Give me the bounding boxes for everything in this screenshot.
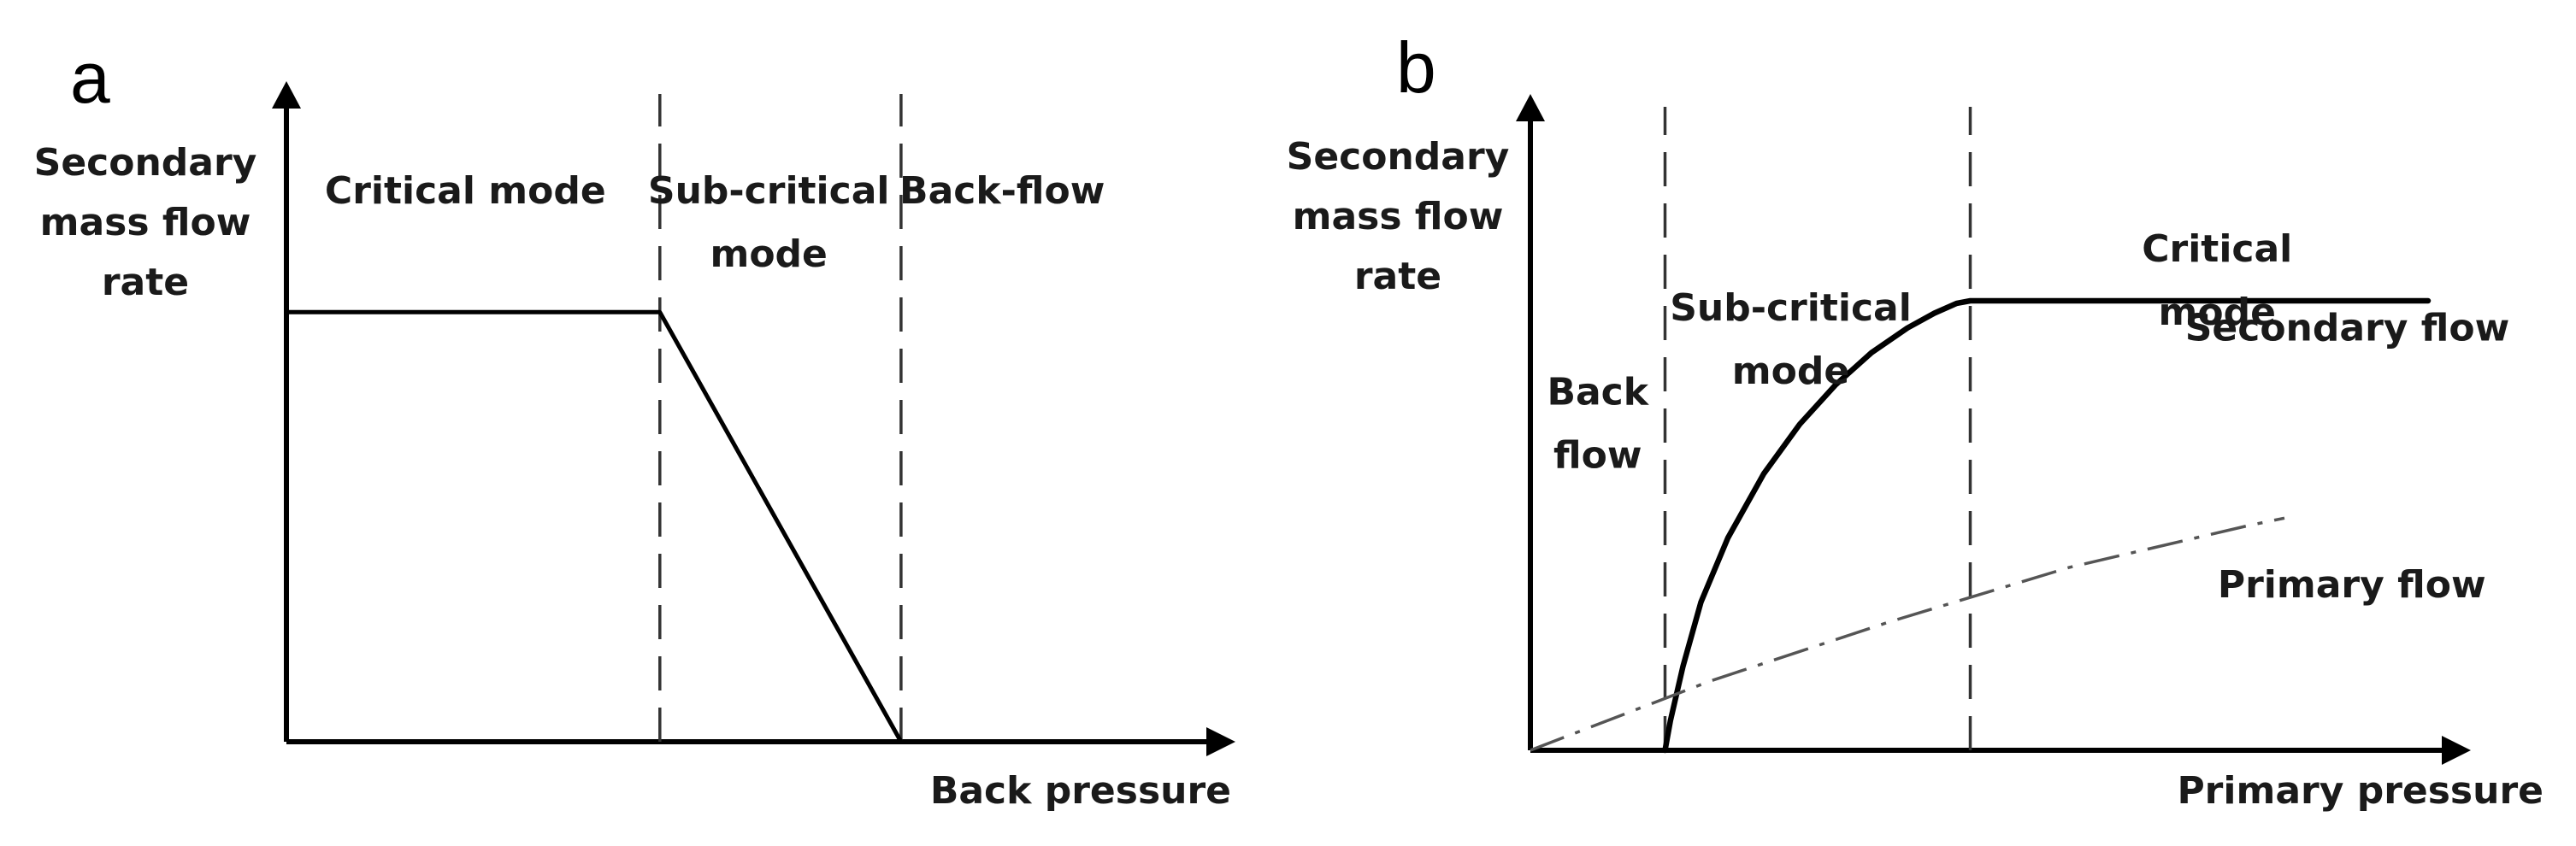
y-axis-label-line: Secondary bbox=[34, 141, 257, 185]
region-label-critical-mode: Critical mode bbox=[2142, 227, 2292, 334]
region-label-back-flow: Back flow bbox=[1547, 370, 1649, 477]
region-label-line: Back bbox=[1547, 370, 1649, 414]
y-axis-arrowhead bbox=[272, 81, 301, 109]
region-label-line: mode bbox=[1732, 350, 1849, 393]
series-primary-flow-line bbox=[1530, 516, 2285, 752]
x-axis-label: Back pressure bbox=[930, 769, 1231, 813]
y-axis-label: Secondary mass flow rate bbox=[1287, 135, 1510, 298]
y-axis-label-line: mass flow bbox=[1293, 195, 1504, 238]
region-label-line: Back-flow bbox=[899, 169, 1105, 213]
y-axis-label-line: mass flow bbox=[40, 201, 251, 244]
region-label-line: Critical mode bbox=[325, 169, 606, 213]
region-label-sub-critical-mode: Sub-critical mode bbox=[648, 169, 890, 276]
region-label-critical-mode: Critical mode bbox=[325, 169, 606, 213]
region-label-line: flow bbox=[1553, 433, 1642, 477]
series-secondary-flow-line bbox=[1662, 297, 2432, 754]
series-secondary-flow-line bbox=[284, 309, 904, 744]
region-label-back-flow: Back-flow bbox=[899, 169, 1105, 213]
region-label-line: mode bbox=[2159, 291, 2276, 334]
x-axis-arrowhead bbox=[1206, 727, 1235, 756]
region-label-line: mode bbox=[710, 232, 827, 276]
y-axis-label: Secondary mass flow rate bbox=[34, 141, 257, 304]
x-axis-arrowhead bbox=[2442, 736, 2471, 765]
y-axis-arrowhead bbox=[1516, 94, 1545, 121]
chart-panel-a: Secondary mass flow rate Back pressure Criti… bbox=[34, 81, 1235, 813]
region-label-line: Sub-critical bbox=[1670, 286, 1912, 330]
y-axis-label-line: rate bbox=[102, 261, 189, 304]
annotation-secondary-flow: Secondary flow bbox=[2185, 306, 2510, 350]
x-axis-label: Primary pressure bbox=[2177, 769, 2544, 813]
region-label-line: Sub-critical bbox=[648, 169, 890, 213]
y-axis-label-line: Secondary bbox=[1287, 135, 1510, 179]
y-axis-label-line: rate bbox=[1354, 255, 1441, 298]
region-label-line: Critical bbox=[2142, 227, 2292, 271]
panel-letter-a: a bbox=[70, 38, 110, 118]
panel-letter-b: b bbox=[1396, 27, 1436, 108]
chart-panel-b: Secondary mass flow rate Primary pressure Ba… bbox=[1287, 94, 2544, 813]
annotation-primary-flow: Primary flow bbox=[2218, 563, 2486, 607]
region-label-sub-critical-mode: Sub-critical mode bbox=[1670, 286, 1912, 393]
